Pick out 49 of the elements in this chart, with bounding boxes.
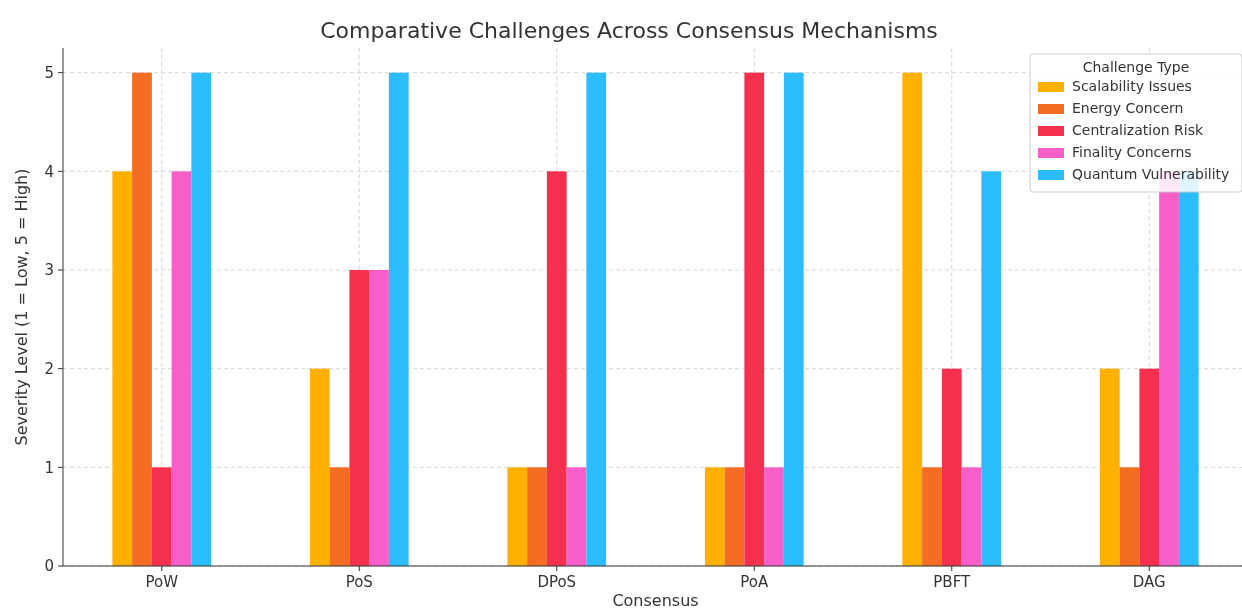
y-tick-label: 3 — [44, 261, 54, 280]
bar — [388, 72, 409, 566]
bar — [1139, 368, 1160, 566]
bar — [309, 368, 330, 566]
bar — [902, 72, 923, 566]
legend-label: Finality Concerns — [1072, 144, 1192, 160]
bar — [744, 72, 765, 566]
x-tick-label: PBFT — [933, 573, 972, 591]
x-axis-title: Consensus — [612, 591, 699, 609]
legend-label: Centralization Risk — [1072, 122, 1204, 138]
bar — [764, 467, 784, 566]
y-tick-label: 0 — [44, 557, 54, 576]
y-tick-label: 4 — [44, 162, 54, 181]
bar — [369, 270, 389, 566]
bar — [112, 171, 133, 566]
bar — [329, 467, 350, 566]
x-tick-label: DPoS — [537, 573, 577, 591]
bar — [171, 171, 192, 566]
bar — [349, 270, 370, 566]
x-tick-label: PoS — [345, 573, 373, 591]
bar — [191, 72, 212, 566]
bar — [704, 467, 725, 566]
bar — [586, 72, 607, 566]
bar — [507, 467, 528, 566]
bar — [724, 467, 745, 566]
legend-label: Scalability Issues — [1072, 78, 1192, 94]
y-tick-label: 2 — [44, 359, 54, 378]
bar — [132, 72, 152, 566]
x-tick-label: DAG — [1132, 573, 1166, 591]
bar — [941, 368, 962, 566]
bar — [151, 467, 172, 566]
bar — [566, 467, 587, 566]
bar — [961, 467, 982, 566]
bar — [922, 467, 942, 566]
bar — [1099, 368, 1120, 566]
y-tick-label: 5 — [44, 63, 54, 82]
x-tick-label: PoW — [145, 573, 179, 591]
bar — [546, 171, 567, 566]
legend-title: Challenge Type — [1082, 59, 1190, 75]
chart-title: Comparative Challenges Across Consensus Mechanisms — [320, 18, 938, 43]
bar — [783, 72, 804, 566]
legend-label: Energy Concern — [1072, 100, 1184, 116]
bar — [527, 467, 547, 566]
y-tick-label: 1 — [44, 458, 54, 477]
bar — [1119, 467, 1140, 566]
bar — [981, 171, 1002, 566]
x-tick-label: PoA — [740, 573, 769, 591]
y-axis-title: Severity Level (1 = Low, 5 = High) — [12, 168, 31, 446]
legend-label: Quantum Vulnerability — [1072, 166, 1230, 182]
